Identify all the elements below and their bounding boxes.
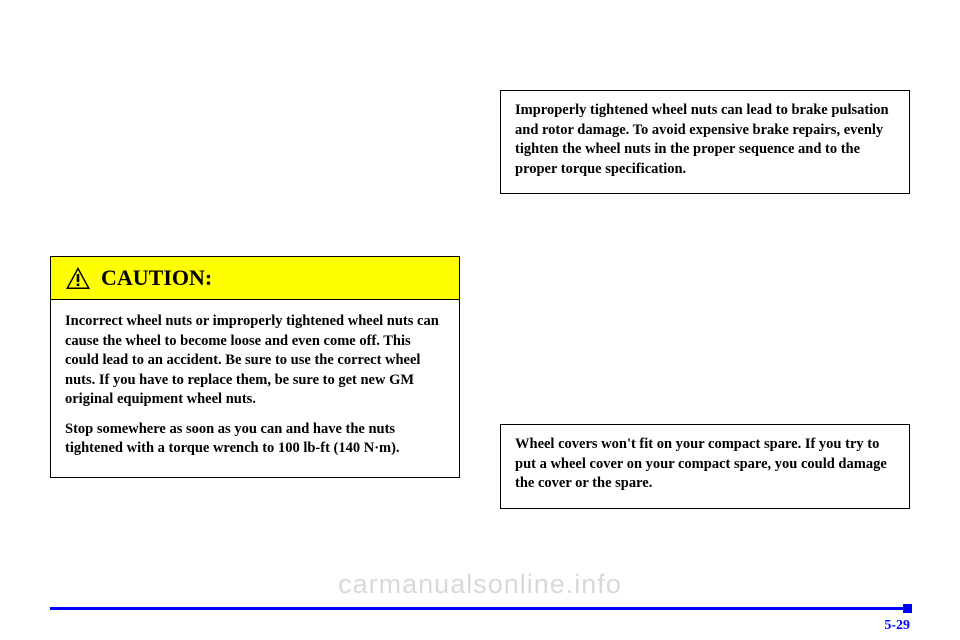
caution-header: CAUTION: — [51, 257, 459, 300]
column-spacing — [500, 218, 910, 424]
two-column-layout: CAUTION: Incorrect wheel nuts or imprope… — [50, 40, 910, 580]
right-column: Improperly tightened wheel nuts can lead… — [500, 40, 910, 580]
footer-rule-endcap — [903, 604, 912, 613]
caution-body: Incorrect wheel nuts or improperly tight… — [51, 300, 459, 477]
footer-rule — [50, 607, 910, 610]
page-number: 5-29 — [884, 618, 910, 634]
manual-page: CAUTION: Incorrect wheel nuts or imprope… — [0, 0, 960, 640]
notice-torque-text: Improperly tightened wheel nuts can lead… — [515, 101, 895, 179]
caution-paragraph-1: Incorrect wheel nuts or improperly tight… — [65, 312, 445, 410]
left-column: CAUTION: Incorrect wheel nuts or imprope… — [50, 40, 460, 580]
notice-box-wheelcover: Wheel covers won't fit on your compact s… — [500, 424, 910, 509]
notice-box-torque: Improperly tightened wheel nuts can lead… — [500, 90, 910, 194]
caution-label: CAUTION: — [101, 265, 212, 291]
caution-paragraph-2: Stop somewhere as soon as you can and ha… — [65, 420, 445, 459]
notice-wheelcover-text: Wheel covers won't fit on your compact s… — [515, 435, 895, 494]
caution-p2-spec: 100 lb-ft (140 N·m). — [278, 440, 400, 456]
caution-box: CAUTION: Incorrect wheel nuts or imprope… — [50, 256, 460, 478]
warning-triangle-icon — [65, 266, 91, 290]
